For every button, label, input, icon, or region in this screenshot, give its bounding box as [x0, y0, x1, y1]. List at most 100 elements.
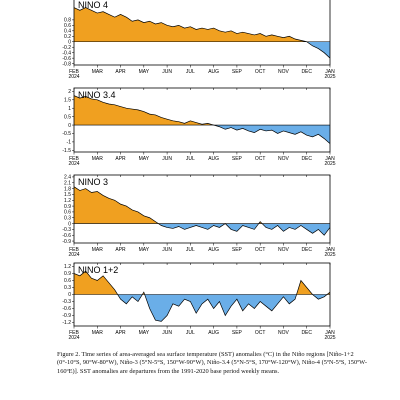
x-tick-label: NOV [278, 156, 290, 162]
y-tick-label: 2 [68, 89, 71, 95]
x-tick-label: MAR [92, 69, 104, 75]
x-tick-label: JUL [186, 247, 195, 253]
x-tick-label: JUN [162, 330, 172, 336]
y-tick-label: 0 [68, 292, 71, 298]
y-tick-label: -0.6 [62, 233, 71, 239]
y-tick-label: -0.3 [62, 227, 71, 233]
x-tick-label: JUN [162, 69, 172, 75]
x-tick-label: JAN [325, 330, 335, 336]
panel-3: 2.42.11.81.51.20.90.60.30-0.3-0.6-0.9 FEB… [62, 174, 336, 258]
y-tick-label: 1.2 [64, 264, 71, 270]
x-tick-label: JAN [325, 247, 335, 253]
negative-anomaly-area [213, 125, 330, 144]
y-tick-label: -0.6 [62, 306, 71, 312]
x-tick-label: APR [115, 69, 126, 75]
y-tick-label: -1 [67, 140, 72, 146]
positive-anomaly-area [74, 95, 330, 126]
x-tick-label: DEC [301, 156, 312, 162]
x-tick-label: OCT [255, 247, 266, 253]
panel-4: 1.20.90.60.30-0.3-0.6-0.9-1.2 FEB MAR APR MA… [62, 262, 336, 341]
plot-frame [73, 87, 331, 153]
x-tick-label: AUG [208, 69, 219, 75]
x-tick-label: DEC [301, 247, 312, 253]
x-tick-label: JAN [325, 69, 335, 75]
x-tick-label: MAR [92, 156, 104, 162]
y-tick-label: -0.4 [62, 50, 71, 56]
x-tick-label: FEB [69, 69, 79, 75]
x-tick-label: SEP [232, 69, 243, 75]
y-tick-label: -0.3 [62, 299, 71, 305]
x-tick-label: MAY [139, 69, 150, 75]
x-year-label-start: 2024 [68, 335, 79, 341]
positive-anomaly-area [74, 7, 307, 42]
panel-title: NINO 1+2 [78, 265, 118, 275]
panel-title: NINO 4 [78, 0, 108, 10]
x-tick-label: SEP [232, 247, 243, 253]
x-year-label-end: 2025 [324, 335, 335, 341]
x-tick-label: AUG [208, 247, 219, 253]
x-tick-label: OCT [255, 156, 266, 162]
anomaly-series-line [74, 270, 330, 322]
y-tick-label: -0.9 [62, 239, 71, 245]
x-tick-label: FEB [69, 330, 79, 336]
y-tick-label: -0.8 [62, 61, 71, 67]
x-tick-label: AUG [208, 330, 219, 336]
y-tick-label: 0.3 [64, 215, 71, 221]
x-tick-label: MAY [139, 156, 150, 162]
y-tick-label: 2.4 [64, 175, 71, 181]
y-tick-label: -1.2 [62, 320, 71, 326]
x-tick-label: NOV [278, 69, 290, 75]
x-tick-label: APR [115, 247, 126, 253]
x-tick-label: NOV [278, 330, 290, 336]
x-year-label-end: 2025 [324, 74, 335, 80]
x-tick-label: NOV [278, 247, 290, 253]
y-tick-label: 0 [68, 221, 71, 227]
y-tick-label: 1.8 [64, 186, 71, 192]
y-tick-label: -0.9 [62, 313, 71, 319]
y-tick-label: 0.4 [64, 29, 71, 35]
anomaly-series-line [74, 186, 330, 236]
x-tick-label: JUL [186, 330, 195, 336]
y-tick-label: 0.6 [64, 278, 71, 284]
negative-anomaly-area [158, 223, 330, 236]
x-year-label-start: 2024 [68, 74, 79, 80]
y-tick-label: 0 [68, 39, 71, 45]
y-tick-label: -0.5 [62, 131, 71, 137]
x-year-label-start: 2024 [68, 252, 79, 258]
y-tick-label: 0.9 [64, 271, 71, 277]
x-tick-label: JUN [162, 247, 172, 253]
y-tick-label: -0.2 [62, 45, 71, 51]
y-tick-label: 1.5 [64, 192, 71, 198]
y-tick-label: 0 [68, 123, 71, 129]
negative-anomaly-area [74, 294, 330, 322]
x-year-label-start: 2024 [68, 161, 79, 167]
x-year-label-end: 2025 [324, 161, 335, 167]
x-tick-label: OCT [255, 69, 266, 75]
anomaly-series-line [74, 95, 330, 144]
x-tick-label: MAR [92, 247, 104, 253]
y-tick-label: 0.9 [64, 204, 71, 210]
y-tick-label: 0.2 [64, 34, 71, 40]
x-tick-label: MAY [139, 330, 150, 336]
y-tick-label: 1.2 [64, 198, 71, 204]
x-tick-label: APR [115, 330, 126, 336]
y-tick-label: 0.6 [64, 23, 71, 29]
x-tick-label: MAR [92, 330, 104, 336]
x-tick-label: MAY [139, 247, 150, 253]
y-tick-label: 0.8 [64, 18, 71, 24]
panel-title: NINO 3 [78, 177, 108, 187]
positive-anomaly-area [74, 271, 330, 295]
y-tick-label: 1.5 [64, 97, 71, 103]
x-tick-label: SEP [232, 156, 243, 162]
x-tick-label: JUN [162, 156, 172, 162]
x-tick-label: SEP [232, 330, 243, 336]
x-tick-label: JUL [186, 69, 195, 75]
y-tick-label: 1 [68, 106, 71, 112]
panel-2: 2 1.5 1 0.5 0 -0.5 -1 -1.5 FEB MAR APR MAY JUN JUL AUG… [62, 87, 336, 167]
plot-frame [73, 174, 331, 244]
anomaly-series-line [74, 7, 330, 59]
y-tick-label: -0.6 [62, 56, 71, 62]
positive-anomaly-area [74, 186, 330, 224]
x-tick-label: JUL [186, 156, 195, 162]
